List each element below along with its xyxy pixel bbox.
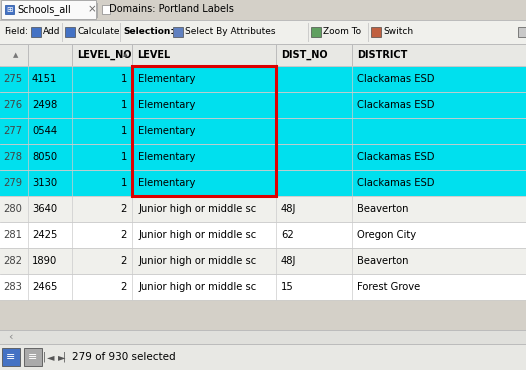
Text: LEVEL_NO: LEVEL_NO	[77, 50, 132, 60]
Text: 279 of 930 selected: 279 of 930 selected	[72, 352, 176, 362]
Bar	[0, 44, 526, 66]
Text: 48J: 48J	[281, 256, 296, 266]
Text: 1: 1	[120, 126, 127, 136]
Text: ►: ►	[58, 352, 66, 362]
Text: Junior high or middle sc: Junior high or middle sc	[138, 256, 256, 266]
Bar	[311, 27, 321, 37]
Text: 2: 2	[120, 256, 127, 266]
Text: ◄: ◄	[47, 352, 55, 362]
Text: 1: 1	[120, 152, 127, 162]
Text: Elementary: Elementary	[138, 178, 195, 188]
Bar	[0, 170, 526, 196]
Text: 3130: 3130	[32, 178, 57, 188]
Text: 1: 1	[120, 178, 127, 188]
Bar	[132, 66, 276, 196]
Text: Select By Attributes: Select By Attributes	[185, 27, 276, 37]
Text: ‹: ‹	[8, 332, 13, 342]
Bar	[24, 348, 42, 366]
Text: 2: 2	[120, 230, 127, 240]
Bar	[0, 0, 526, 20]
Text: Schools_all: Schools_all	[17, 4, 71, 15]
Text: 2425: 2425	[32, 230, 57, 240]
Text: 8050: 8050	[32, 152, 57, 162]
Text: ⊞: ⊞	[6, 5, 13, 14]
Text: Calculate: Calculate	[77, 27, 119, 37]
Bar	[518, 27, 526, 37]
Text: Elementary: Elementary	[138, 152, 195, 162]
Text: |: |	[43, 352, 46, 362]
Text: 1890: 1890	[32, 256, 57, 266]
Text: Zoom To: Zoom To	[323, 27, 361, 37]
Text: Switch: Switch	[383, 27, 413, 37]
Bar	[65, 27, 75, 37]
Text: 281: 281	[3, 230, 22, 240]
Text: 2465: 2465	[32, 282, 57, 292]
Text: Junior high or middle sc: Junior high or middle sc	[138, 204, 256, 214]
Text: ≡: ≡	[28, 352, 38, 362]
Text: Clackamas ESD: Clackamas ESD	[357, 152, 434, 162]
Text: 278: 278	[3, 152, 22, 162]
Text: 1: 1	[120, 74, 127, 84]
Bar	[0, 118, 526, 144]
Bar	[5, 5, 14, 14]
Text: 282: 282	[3, 256, 22, 266]
Bar	[31, 27, 41, 37]
Bar	[173, 27, 183, 37]
Text: 275: 275	[3, 74, 22, 84]
Bar	[0, 196, 526, 222]
Text: Beaverton: Beaverton	[357, 204, 409, 214]
Text: Forest Grove: Forest Grove	[357, 282, 420, 292]
Text: Beaverton: Beaverton	[357, 256, 409, 266]
Text: 4151: 4151	[32, 74, 57, 84]
Text: Oregon City: Oregon City	[357, 230, 416, 240]
Text: 2498: 2498	[32, 100, 57, 110]
Text: Clackamas ESD: Clackamas ESD	[357, 100, 434, 110]
Bar	[0, 344, 526, 370]
Text: 62: 62	[281, 230, 294, 240]
Text: Elementary: Elementary	[138, 126, 195, 136]
Text: 2: 2	[120, 282, 127, 292]
Text: Selection:: Selection:	[123, 27, 174, 37]
Bar	[0, 92, 526, 118]
Text: DISTRICT: DISTRICT	[357, 50, 407, 60]
Text: 15: 15	[281, 282, 294, 292]
Text: Add: Add	[43, 27, 60, 37]
Text: 2: 2	[120, 204, 127, 214]
Text: 3640: 3640	[32, 204, 57, 214]
Text: 277: 277	[3, 126, 22, 136]
Text: Elementary: Elementary	[138, 100, 195, 110]
Text: |: |	[63, 352, 66, 362]
Bar	[0, 222, 526, 248]
Text: Domains: Portland Labels: Domains: Portland Labels	[106, 4, 234, 14]
Text: Junior high or middle sc: Junior high or middle sc	[138, 282, 256, 292]
Bar	[2, 348, 20, 366]
Bar	[371, 27, 381, 37]
Text: Junior high or middle sc: Junior high or middle sc	[138, 230, 256, 240]
Text: Field:: Field:	[4, 27, 28, 37]
Bar	[0, 274, 526, 300]
Text: 1: 1	[120, 100, 127, 110]
Text: 279: 279	[3, 178, 22, 188]
Text: DIST_NO: DIST_NO	[281, 50, 328, 60]
Text: Clackamas ESD: Clackamas ESD	[357, 74, 434, 84]
Bar	[102, 5, 110, 14]
Text: ≡: ≡	[6, 352, 16, 362]
Text: 283: 283	[3, 282, 22, 292]
Text: LEVEL: LEVEL	[137, 50, 170, 60]
Text: 280: 280	[3, 204, 22, 214]
Text: 0544: 0544	[32, 126, 57, 136]
Bar	[0, 248, 526, 274]
Text: 48J: 48J	[281, 204, 296, 214]
Bar	[0, 144, 526, 170]
Bar	[0, 330, 526, 344]
Text: Elementary: Elementary	[138, 74, 195, 84]
Text: 276: 276	[3, 100, 22, 110]
Bar	[1, 0, 96, 19]
Text: ▲: ▲	[123, 53, 128, 57]
Text: Clackamas ESD: Clackamas ESD	[357, 178, 434, 188]
Bar	[0, 20, 526, 44]
Text: ▲: ▲	[13, 52, 19, 58]
Bar	[0, 66, 526, 92]
Text: ×: ×	[88, 4, 97, 14]
